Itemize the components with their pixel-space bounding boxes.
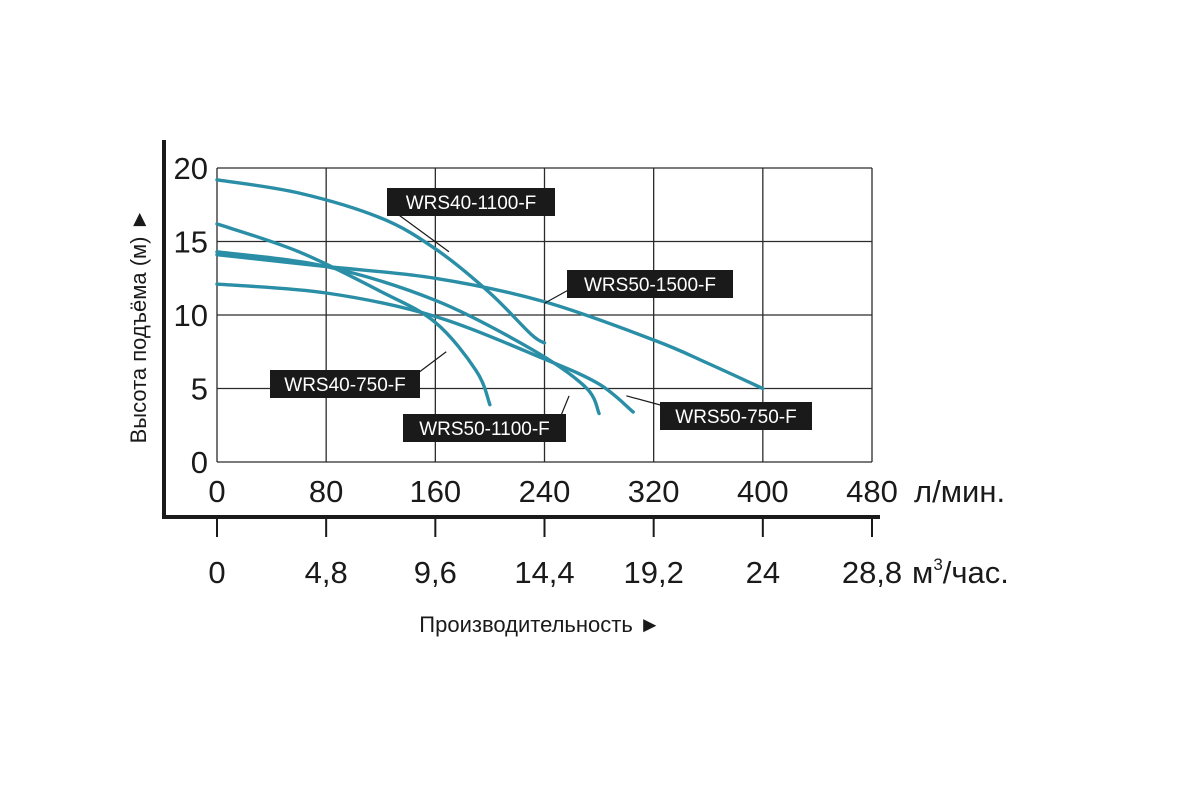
x-tick-label: 240: [519, 474, 571, 509]
y-tick-label: 15: [174, 225, 208, 260]
y-tick-label: 5: [191, 372, 208, 407]
chart-axes: [162, 140, 880, 537]
series-label-wrs40-1100-f: WRS40-1100-F: [406, 193, 537, 214]
series-label-wrs50-1100-f: WRS50-1100-F: [419, 419, 550, 440]
x2-tick-label: 9,6: [414, 555, 457, 590]
x-axis-unit: л/мин.: [914, 474, 1005, 509]
x-tick-label: 320: [628, 474, 680, 509]
x2-axis-unit: м3/час.: [912, 555, 1009, 590]
y-tick-label: 10: [174, 298, 208, 333]
series-label-wrs40-750-f: WRS40-750-F: [284, 375, 405, 396]
tick-labels: 0 5 10 15 20 0 80 160 240 320 400 480 0 4,8 9,6 14,4 19,…: [174, 151, 903, 590]
label-box-wrs50-1500-f: [567, 270, 733, 298]
x2-tick-label: 0: [208, 555, 225, 590]
x-tick-label: 0: [208, 474, 225, 509]
x-axis-title: Производительность ►: [419, 612, 660, 637]
series-labels: WRS40-1100-F WRS50-1500-F WRS40-750-F WRS50…: [270, 188, 812, 442]
label-box-wrs50-1100-f: [403, 414, 566, 442]
label-box-wrs50-750-f: [660, 402, 812, 430]
series-label-wrs50-750-f: WRS50-750-F: [675, 407, 796, 428]
x2-tick-label: 14,4: [514, 555, 574, 590]
label-box-wrs40-1100-f: [387, 188, 555, 216]
y-tick-label: 20: [174, 151, 208, 186]
leader-wrs40-1100-f: [391, 209, 450, 253]
x-tick-label: 400: [737, 474, 789, 509]
y-tick-label: 0: [191, 445, 208, 480]
label-box-wrs40-750-f: [270, 370, 420, 398]
leader-wrs50-750-f: [626, 395, 665, 407]
series-label-wrs50-1500-f: WRS50-1500-F: [584, 275, 716, 296]
curve-wrs40-1100-f: [215, 178, 547, 345]
x2-tick-label: 4,8: [305, 555, 348, 590]
x2-tick-label: 24: [746, 555, 780, 590]
curve-wrs40-750-f: [215, 222, 492, 407]
curve-wrs50-750-f: [215, 282, 635, 414]
x2-tick-label: 28,8: [842, 555, 902, 590]
x-tick-label: 80: [309, 474, 343, 509]
y-axis-title: Высота подъёма (м) ►: [126, 209, 151, 444]
curve-wrs50-1100-f: [215, 250, 601, 416]
x2-tick-label: 19,2: [623, 555, 683, 590]
pump-curves: [215, 178, 765, 416]
x-tick-label: 160: [409, 474, 461, 509]
x-tick-label: 480: [846, 474, 898, 509]
